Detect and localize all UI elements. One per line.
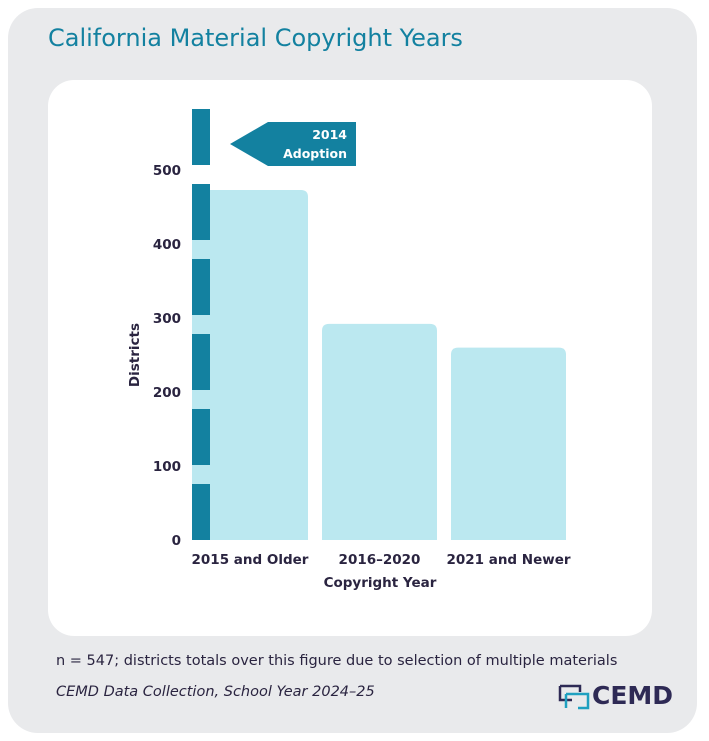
x-tick-label: 2015 and Older bbox=[192, 552, 309, 568]
cemd-logo-icon bbox=[558, 684, 590, 710]
annotation-dash bbox=[192, 109, 210, 165]
x-axis-label: Copyright Year bbox=[324, 575, 437, 591]
bar-2 bbox=[451, 347, 566, 540]
x-tick-label: 2021 and Newer bbox=[446, 552, 570, 568]
y-tick-label: 500 bbox=[153, 163, 181, 179]
x-tick-label: 2016–2020 bbox=[339, 552, 421, 568]
chart-title: California Material Copyright Years bbox=[48, 24, 463, 52]
annotation-dash bbox=[192, 484, 210, 540]
y-tick-label: 200 bbox=[153, 385, 181, 401]
source-text: CEMD Data Collection, School Year 2024–2… bbox=[56, 684, 375, 700]
y-tick-label: 100 bbox=[153, 459, 181, 475]
y-axis-label: Districts bbox=[127, 323, 143, 387]
bar-1 bbox=[322, 323, 437, 540]
annotation-dash bbox=[192, 259, 210, 315]
footnote: n = 547; districts totals over this figu… bbox=[56, 653, 618, 669]
annotation-text-line2: Adoption bbox=[283, 146, 347, 161]
annotation-dash bbox=[192, 334, 210, 390]
y-tick-label: 400 bbox=[153, 237, 181, 253]
y-tick-label: 0 bbox=[172, 533, 181, 549]
bar-0 bbox=[192, 189, 308, 541]
annotation-dash bbox=[192, 409, 210, 465]
logo-text: CEMD bbox=[592, 681, 674, 710]
annotation-callout bbox=[230, 122, 356, 166]
annotation-dash bbox=[192, 184, 210, 240]
y-tick-label: 300 bbox=[153, 311, 181, 327]
annotation-text-line1: 2014 bbox=[312, 127, 347, 142]
